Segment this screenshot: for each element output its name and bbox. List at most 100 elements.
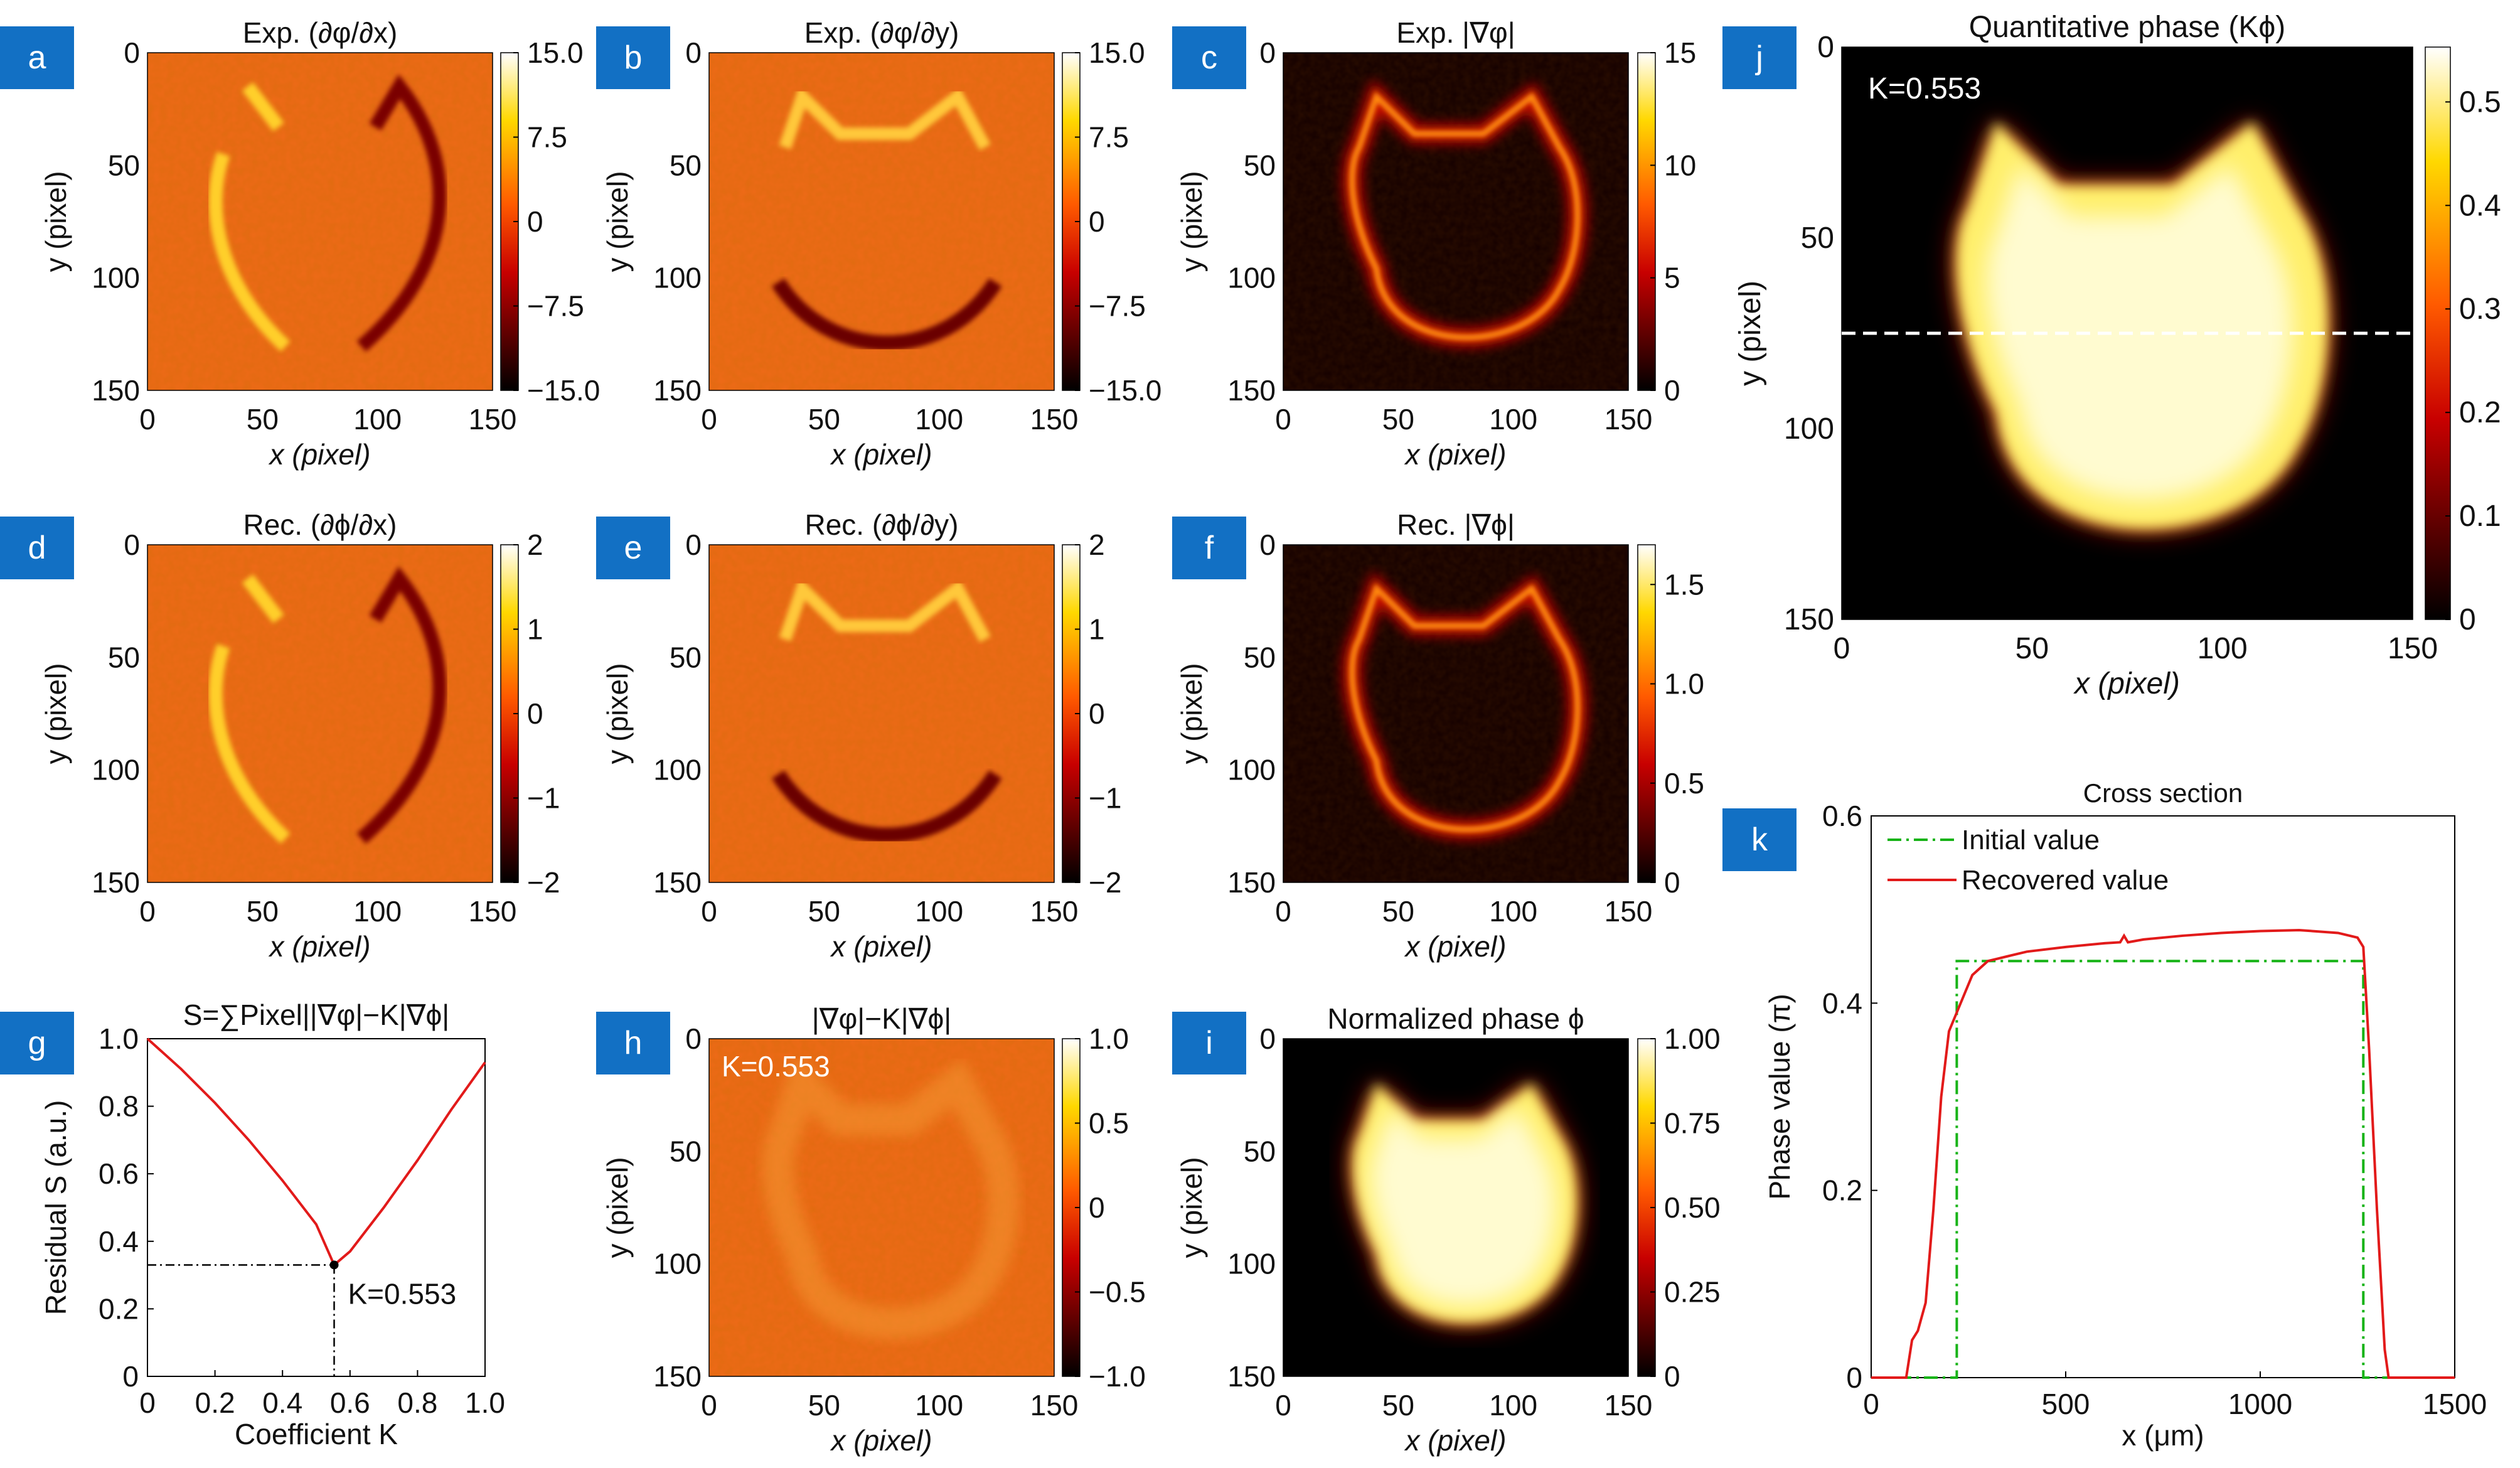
colorbar: 1.00 0.75 0.50 0.25 0 (1637, 1022, 1721, 1393)
colorbar-gradient (1637, 52, 1656, 391)
colorbar-gradient (1637, 544, 1656, 883)
x-tick-label: 150 (1030, 895, 1079, 928)
x-tick-label: 100 (915, 1389, 963, 1422)
negative-edge (356, 566, 447, 844)
y-tick-label: 150 (653, 374, 702, 407)
x-tick-label: 150 (469, 895, 517, 928)
heatmap-image (147, 53, 493, 390)
edge-ring (1348, 90, 1581, 341)
y-tick-label: 50 (670, 641, 702, 673)
x-tick-label: 150 (469, 403, 517, 436)
positive-edge (779, 85, 991, 151)
y-tick-label: 50 (108, 149, 140, 181)
x-tick-label: 150 (1030, 403, 1079, 436)
y-tick-label: 0.2 (99, 1292, 139, 1325)
legend-label-1: Recovered value (1962, 865, 2169, 896)
y-tick-label: 150 (1227, 866, 1276, 899)
y-tick-label: 150 (1227, 1360, 1276, 1393)
colorbar-tick-label: 1.0 (1664, 668, 1704, 700)
panel-letter-k: k (1722, 808, 1797, 871)
x-tick-label: 50 (808, 403, 840, 436)
heatmap-texture (709, 53, 1054, 390)
chart-title: Rec. (∂ϕ/∂x) (243, 508, 397, 541)
colorbar-tick-label: 0.3 (2459, 292, 2501, 326)
x-tick-label: 0 (701, 403, 717, 436)
x-tick-label: 150 (1030, 1389, 1079, 1422)
panel-letter-text: d (28, 530, 46, 566)
x-tick-label: 100 (1489, 895, 1537, 928)
heatmap-frame (708, 52, 1055, 391)
y-axis-label: y (pixel) (1175, 663, 1208, 764)
y-axis-label: Residual S (a.u.) (40, 1100, 72, 1315)
colorbar-tick-label: −0.5 (1089, 1276, 1146, 1309)
chart-title: |∇φ|−K|∇ϕ| (812, 1002, 951, 1035)
y-tick-label: 1.0 (99, 1022, 139, 1055)
colorbar-tick-label: 1 (527, 613, 543, 646)
colorbar-tick-label: 15.0 (527, 36, 584, 69)
k-annotation: K=0.553 (1868, 72, 1981, 105)
x-tick-label: 50 (2015, 632, 2049, 665)
y-tick-label: 0 (685, 36, 702, 69)
heatmap-frame (708, 1038, 1055, 1377)
x-tick-label: 1500 (2423, 1388, 2487, 1420)
series-line-0 (1871, 960, 2455, 1379)
heatmap-image (709, 545, 1054, 882)
colorbar: 2 1 0 −1 −2 (500, 528, 560, 899)
panel-letter-text: e (624, 530, 643, 566)
y-tick-label: 0.4 (99, 1225, 139, 1258)
x-tick-label: 100 (353, 895, 402, 928)
y-tick-label: 150 (653, 1360, 702, 1393)
heatmap-image (1283, 1039, 1628, 1376)
k-annotation: K=0.553 (722, 1050, 830, 1083)
x-axis-label: x (pixel) (268, 438, 370, 471)
colorbar-tick-label: 0.75 (1664, 1107, 1721, 1140)
negative-edge (771, 770, 1002, 843)
x-axis-label: x (pixel) (1404, 1424, 1506, 1457)
x-tick-label: 100 (915, 403, 963, 436)
chart-title: Quantitative phase (Kϕ) (1969, 11, 2285, 44)
chart-title: Normalized phase ϕ (1327, 1002, 1584, 1035)
panel-letter-box (596, 517, 670, 579)
x-tick-label: 0.6 (330, 1386, 370, 1419)
x-tick-label: 150 (1604, 403, 1653, 436)
negative-edge (771, 278, 1002, 351)
chart-title: Exp. |∇φ| (1396, 16, 1515, 49)
chart-title: S=∑Pixel||∇φ|−K|∇ϕ| (183, 999, 449, 1031)
y-tick-label: 100 (1227, 754, 1276, 786)
y-tick-label: 100 (1227, 1248, 1276, 1280)
x-tick-label: 100 (1489, 1389, 1537, 1422)
chart-title: Cross section (2083, 778, 2243, 808)
x-tick-label: 0 (701, 1389, 717, 1422)
x-tick-label: 500 (2042, 1388, 2090, 1420)
panel-letter-box (1722, 808, 1797, 871)
y-axis-label: y (pixel) (40, 171, 72, 272)
colorbar-tick-label: 1.0 (1089, 1022, 1129, 1055)
panel-letter-a: a (0, 26, 74, 89)
negative-edge (356, 74, 447, 352)
panel-letter-text: i (1205, 1025, 1213, 1061)
colorbar-tick-label: 1 (1089, 613, 1105, 646)
y-axis-label: y (pixel) (1175, 171, 1208, 272)
colorbar-tick-label: −2 (527, 866, 560, 899)
x-tick-label: 0 (1275, 1389, 1291, 1422)
x-tick-label: 150 (1604, 1389, 1653, 1422)
colorbar-tick-label: 0 (1664, 374, 1680, 407)
positive-edge (779, 577, 991, 643)
panel-letter-e: e (596, 517, 670, 579)
panel-letter-f: f (1172, 517, 1246, 579)
colorbar-tick-label: 5 (1664, 262, 1680, 294)
minimum-marker (329, 1260, 339, 1270)
heatmap-image (147, 545, 493, 882)
x-tick-label: 100 (915, 895, 963, 928)
colorbar-tick-label: −1 (527, 782, 560, 815)
y-tick-label: 100 (653, 1248, 702, 1280)
y-tick-label: 0.6 (99, 1157, 139, 1190)
x-tick-label: 100 (353, 403, 402, 436)
